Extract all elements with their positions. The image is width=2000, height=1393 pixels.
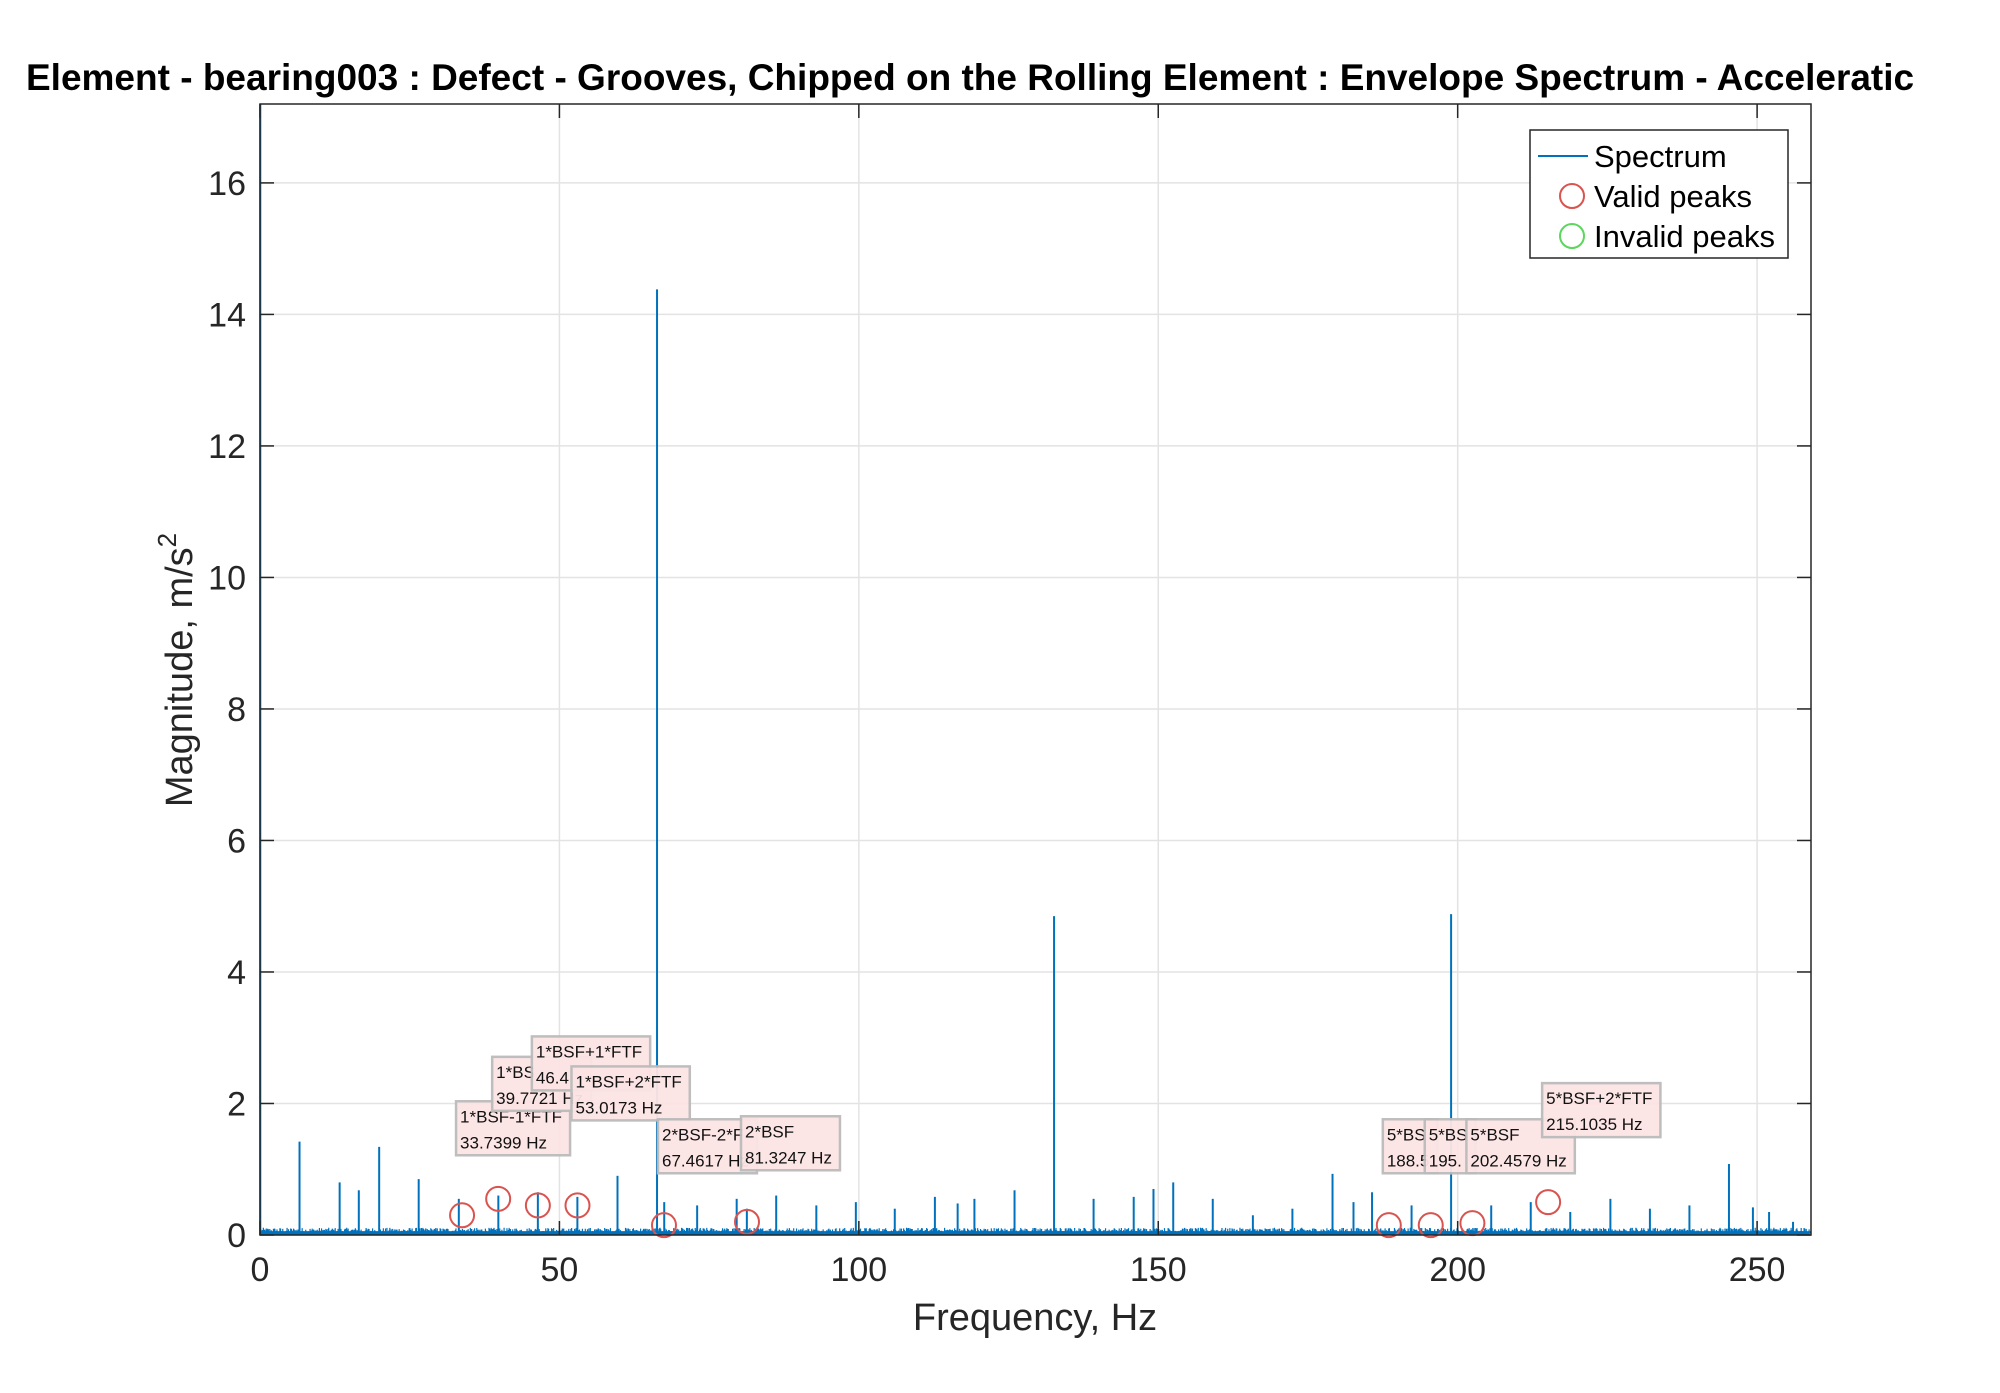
valid-peak-marker [449, 1202, 476, 1229]
annotation-frequency: 202.4579 Hz [1470, 1151, 1566, 1170]
x-tick-label: 150 [1130, 1251, 1187, 1289]
legend-invalid-label: Invalid peaks [1594, 219, 1775, 254]
x-tick-label: 50 [541, 1251, 579, 1289]
y-tick-label: 8 [227, 691, 246, 729]
y-tick-label: 12 [208, 428, 246, 466]
legend-spectrum-label: Spectrum [1594, 139, 1727, 174]
peak-annotation: 2*BSF 81.3247 Hz [739, 1115, 842, 1172]
chart-title: Element - bearing003 : Defect - Grooves,… [26, 57, 1914, 98]
x-tick-label: 200 [1429, 1251, 1486, 1289]
valid-peak-marker [1535, 1189, 1562, 1216]
valid-peak-marker [650, 1212, 677, 1239]
annotation-box [570, 1065, 692, 1122]
legend-valid-swatch [1559, 183, 1585, 209]
legend-box [1529, 129, 1789, 259]
annotation-frequency: 195. [1429, 1151, 1462, 1170]
x-tick-label: 250 [1729, 1251, 1786, 1289]
annotation-box [739, 1115, 842, 1172]
y-tick-label: 14 [208, 296, 246, 334]
annotation-box [1540, 1081, 1662, 1139]
annotation-label: 1*BSF+2*FTF [575, 1072, 681, 1091]
x-tick-label: 0 [251, 1251, 270, 1289]
valid-peak-marker [485, 1185, 512, 1212]
annotation-frequency: 188.5 [1387, 1151, 1430, 1170]
peak-annotation: 1*BSF+2*FTF 53.0173 Hz [570, 1065, 692, 1122]
annotation-frequency: 81.3247 Hz [745, 1148, 832, 1167]
peak-annotation: 5*BSF+2*FTF 215.1035 Hz [1540, 1081, 1662, 1139]
y-tick-label: 6 [227, 822, 246, 860]
legend-invalid-swatch [1559, 223, 1585, 249]
annotation-frequency: 33.7399 Hz [460, 1133, 547, 1152]
plot-area [260, 104, 1811, 1235]
annotation-frequency: 53.0173 Hz [575, 1098, 662, 1117]
annotation-label: 2*BSF [745, 1122, 794, 1141]
y-tick-label: 4 [227, 954, 246, 992]
annotation-label: 2*BSF-2*F [662, 1125, 743, 1144]
x-axis-label: Frequency, Hz [913, 1297, 1157, 1339]
valid-peak-marker [524, 1192, 551, 1219]
y-tick-label: 16 [208, 165, 246, 203]
valid-peak-marker [1375, 1212, 1402, 1239]
annotation-label: 1*BSF+1*FTF [536, 1042, 642, 1061]
x-tick-label: 100 [830, 1251, 887, 1289]
valid-peak-marker [564, 1192, 591, 1219]
y-tick-label: 0 [227, 1217, 246, 1255]
valid-peak-marker [1417, 1212, 1444, 1239]
legend-valid-label: Valid peaks [1594, 179, 1752, 214]
annotation-label: 5*BSF [1470, 1125, 1519, 1144]
y-axis-label-text: Magnitude, m/s [159, 547, 201, 807]
annotation-label: 5*BSF+2*FTF [1546, 1089, 1652, 1108]
annotation-label: 1*BS [496, 1063, 535, 1082]
annotation-frequency: 67.4617 Hz [662, 1151, 749, 1170]
y-tick-label: 2 [227, 1085, 246, 1123]
valid-peak-marker [734, 1208, 761, 1235]
annotation-label: 5*BS [1429, 1125, 1468, 1144]
y-axis-label-superscript: 2 [152, 533, 182, 547]
annotation-frequency: 215.1035 Hz [1546, 1115, 1642, 1134]
axes-box [259, 103, 1812, 1236]
annotation-frequency: 46.4 [536, 1068, 569, 1087]
legend: Spectrum Valid peaks Invalid peaks [1529, 129, 1789, 259]
y-axis-label: Magnitude, m/s2 [152, 533, 201, 807]
annotation-frequency: 39.7721 Hz [496, 1089, 583, 1108]
annotation-label: 5*BS [1387, 1125, 1426, 1144]
y-tick-label: 10 [208, 559, 246, 597]
